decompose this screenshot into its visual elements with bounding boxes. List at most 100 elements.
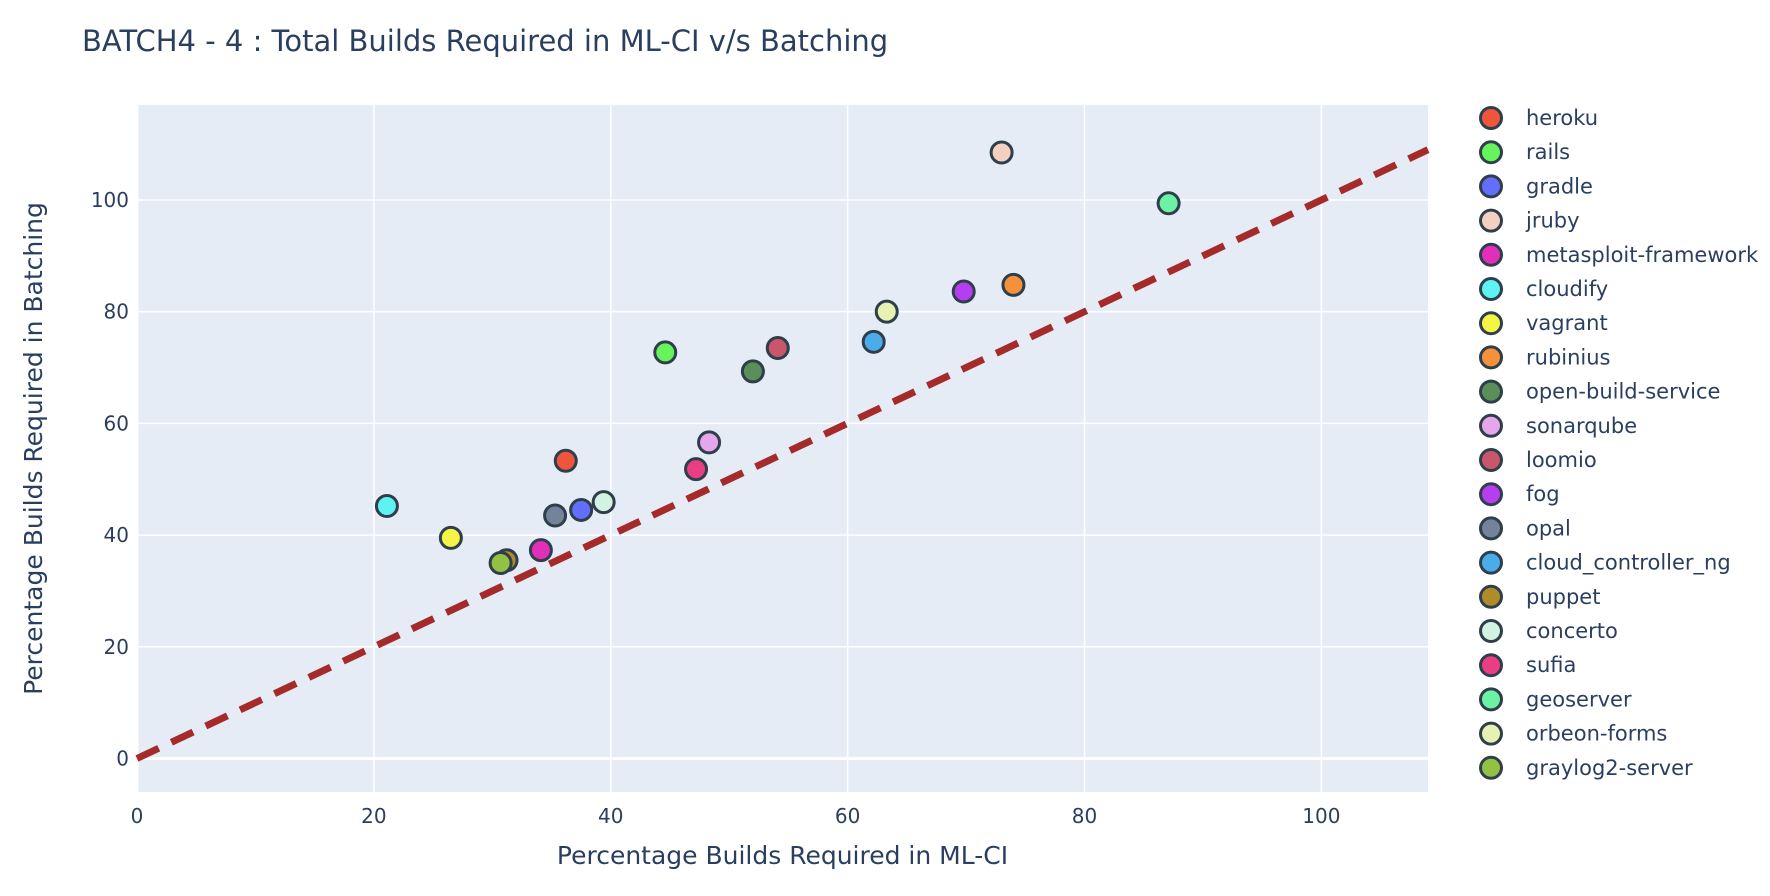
- legend-item-sufia[interactable]: sufia: [1479, 653, 1577, 678]
- plot-area: [137, 105, 1428, 792]
- point-loomio: [765, 335, 790, 360]
- legend-label: sonarqube: [1526, 414, 1637, 438]
- legend-marker: [1479, 755, 1503, 780]
- legend-item-heroku[interactable]: heroku: [1479, 106, 1599, 130]
- x-tick-label: 80: [1072, 804, 1097, 828]
- legend-marker: [1479, 653, 1503, 678]
- legend-label: gradle: [1526, 174, 1593, 198]
- point-open-build-service: [740, 359, 765, 384]
- legend-marker: [1479, 721, 1503, 746]
- legend-label: cloud_controller_ng: [1526, 551, 1731, 576]
- point-cloud_controller_ng: [861, 329, 886, 354]
- legend-marker: [1479, 687, 1503, 712]
- y-tick-label: 60: [104, 411, 129, 435]
- legend-item-fog[interactable]: fog: [1479, 482, 1560, 507]
- legend-marker: [1479, 174, 1503, 199]
- point-heroku: [553, 448, 578, 473]
- x-tick-labels: 0 20 40 60 80 100: [131, 804, 1341, 828]
- x-tick-label: 0: [131, 804, 144, 828]
- legend-label: heroku: [1526, 106, 1598, 130]
- x-tick-label: 60: [835, 804, 860, 828]
- legend-label: orbeon-forms: [1526, 722, 1667, 746]
- legend-label: metasploit-framework: [1526, 243, 1759, 267]
- x-gridlines: [135, 105, 1323, 792]
- point-sonarqube: [697, 430, 722, 455]
- legend-marker: [1479, 106, 1503, 130]
- legend-item-open-build-service[interactable]: open-build-service: [1479, 379, 1721, 404]
- legend-label: vagrant: [1526, 311, 1608, 335]
- legend-item-rubinius[interactable]: rubinius: [1479, 345, 1611, 370]
- legend-item-vagrant[interactable]: vagrant: [1479, 311, 1608, 336]
- legend-item-orbeon-forms[interactable]: orbeon-forms: [1479, 721, 1668, 746]
- legend-label: fog: [1526, 482, 1560, 506]
- legend-item-graylog2-server[interactable]: graylog2-server: [1479, 755, 1694, 780]
- legend-label: jruby: [1525, 209, 1580, 233]
- legend-marker: [1479, 208, 1503, 233]
- point-concerto: [591, 490, 616, 515]
- legend-marker: [1479, 619, 1503, 643]
- y-tick-label: 80: [104, 300, 129, 324]
- legend-label: concerto: [1526, 619, 1618, 643]
- point-rubinius: [1001, 272, 1026, 297]
- legend-item-concerto[interactable]: concerto: [1479, 619, 1618, 643]
- point-vagrant: [438, 525, 463, 550]
- legend-item-geoserver[interactable]: geoserver: [1479, 687, 1632, 712]
- chart-title: BATCH4 - 4 : Total Builds Required in ML…: [82, 24, 888, 58]
- point-fog: [951, 279, 976, 304]
- legend-item-cloudify[interactable]: cloudify: [1479, 277, 1609, 301]
- legend-item-cloud_controller_ng[interactable]: cloud_controller_ng: [1479, 550, 1731, 576]
- point-jruby: [989, 140, 1014, 165]
- legend-marker: [1479, 448, 1503, 472]
- y-tick-label: 40: [104, 523, 129, 547]
- legend-label: graylog2-server: [1526, 756, 1693, 780]
- point-cloudify: [374, 494, 399, 519]
- point-opal: [543, 503, 568, 528]
- legend-marker: [1479, 550, 1503, 575]
- legend-item-jruby[interactable]: jruby: [1479, 208, 1580, 233]
- legend-marker: [1479, 345, 1503, 370]
- legend-label: sufia: [1526, 653, 1576, 677]
- point-gradle: [569, 497, 594, 522]
- legend-marker: [1479, 516, 1503, 541]
- point-sufia: [684, 457, 709, 482]
- legend-label: rubinius: [1526, 345, 1611, 369]
- legend[interactable]: heroku rails gradle jruby metasploit-framewo…: [1479, 106, 1760, 780]
- legend-label: cloudify: [1526, 277, 1608, 301]
- legend-marker: [1479, 482, 1503, 507]
- legend-marker: [1479, 277, 1503, 301]
- legend-label: geoserver: [1526, 687, 1632, 711]
- legend-label: opal: [1526, 516, 1571, 540]
- point-geoserver: [1156, 191, 1181, 216]
- x-axis-title: Percentage Builds Required in ML-CI: [557, 841, 1008, 870]
- legend-marker: [1479, 242, 1503, 267]
- x-tick-label: 100: [1302, 804, 1340, 828]
- legend-marker: [1479, 584, 1503, 609]
- y-tick-label: 0: [116, 746, 129, 770]
- legend-item-gradle[interactable]: gradle: [1479, 174, 1593, 199]
- legend-marker: [1479, 311, 1503, 336]
- point-rails: [653, 340, 678, 365]
- y-tick-label: 100: [91, 188, 129, 212]
- point-graylog2-server: [488, 551, 513, 575]
- legend-label: puppet: [1526, 585, 1600, 609]
- legend-marker: [1479, 140, 1503, 165]
- legend-item-opal[interactable]: opal: [1479, 516, 1571, 541]
- legend-label: open-build-service: [1526, 380, 1720, 404]
- y-tick-labels: 0 20 40 60 80 100: [91, 188, 129, 771]
- legend-item-sonarqube[interactable]: sonarqube: [1479, 413, 1638, 438]
- y-axis-title: Percentage Builds Required in Batching: [19, 202, 48, 695]
- legend-item-metasploit-framework[interactable]: metasploit-framework: [1479, 242, 1760, 267]
- legend-label: rails: [1526, 140, 1570, 164]
- legend-item-rails[interactable]: rails: [1479, 140, 1571, 165]
- legend-item-loomio[interactable]: loomio: [1479, 448, 1597, 472]
- legend-item-puppet[interactable]: puppet: [1479, 584, 1601, 609]
- legend-marker: [1479, 379, 1503, 404]
- x-tick-label: 40: [598, 804, 623, 828]
- data-points: [374, 140, 1181, 575]
- legend-marker: [1479, 413, 1503, 438]
- y-tick-label: 20: [104, 635, 129, 659]
- point-metasploit-framework: [528, 538, 553, 563]
- x-tick-label: 20: [361, 804, 386, 828]
- reference-line: [135, 146, 1430, 762]
